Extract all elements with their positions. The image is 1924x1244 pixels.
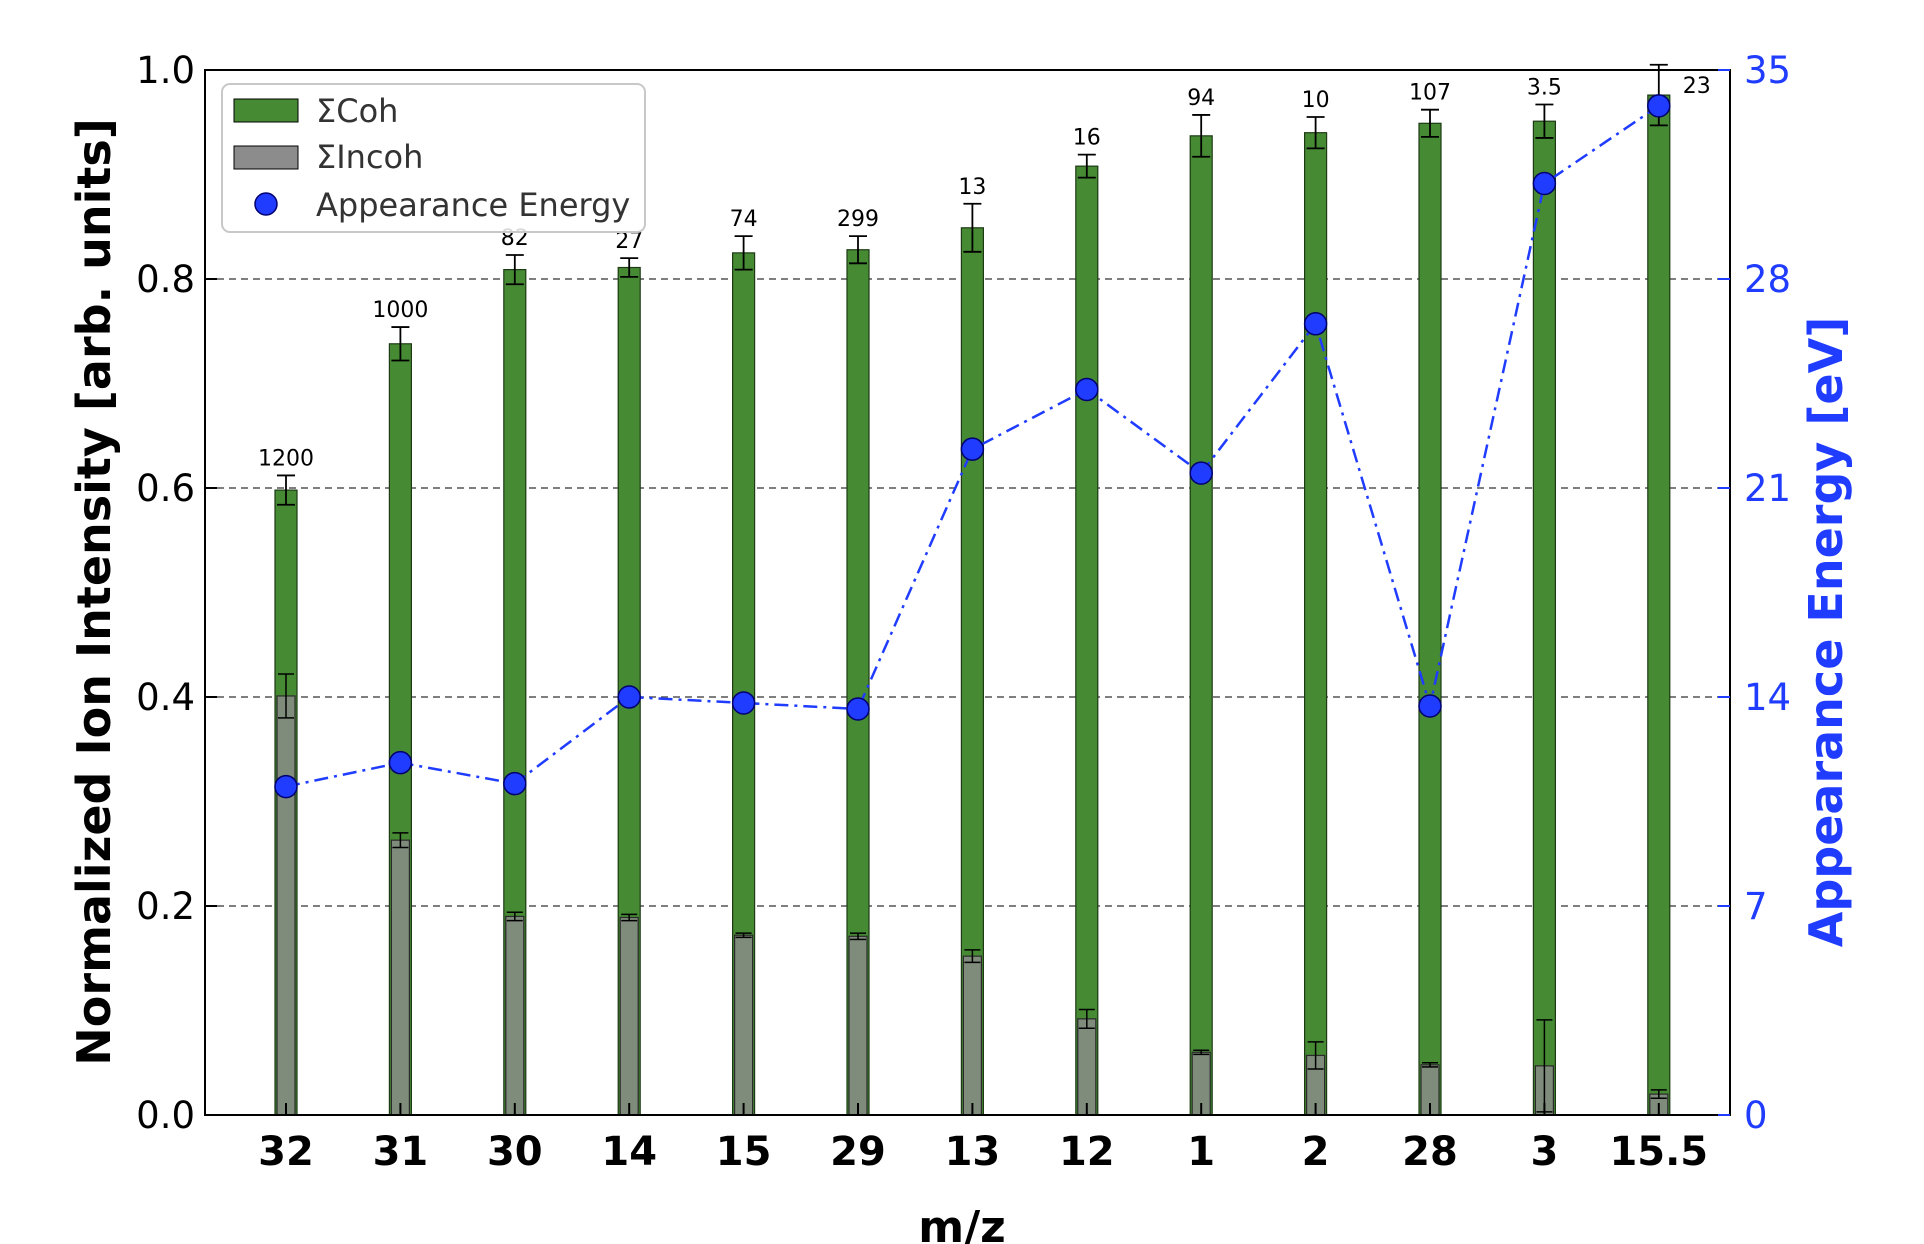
- y-tick-label: 0.2: [136, 885, 195, 928]
- x-tick-label: 14: [601, 1129, 657, 1175]
- bar-data-label: 1000: [372, 298, 428, 323]
- ae-point: [1303, 312, 1328, 336]
- x-tick-label: 3: [1530, 1129, 1558, 1175]
- x-tick-label: 32: [258, 1129, 314, 1175]
- legend-swatch-incoh: [233, 145, 299, 170]
- bar-data-label: 13: [958, 175, 986, 200]
- y-tick-label: 0.8: [136, 258, 195, 301]
- y-tick-label: 0.0: [136, 1094, 195, 1137]
- y-tick-label: 1.0: [136, 49, 195, 92]
- bar-data-label: 3.5: [1527, 75, 1562, 100]
- legend-label-incoh: ΣIncoh: [316, 138, 423, 176]
- y2-tick-label: 21: [1744, 467, 1791, 510]
- x-tick-label: 15.5: [1609, 1129, 1708, 1175]
- ae-point: [731, 691, 756, 715]
- bar-incoh: [390, 839, 410, 1116]
- bar-incoh: [619, 916, 639, 1116]
- x-axis-title: m/z: [918, 1202, 1006, 1244]
- bar-data-label: 16: [1073, 126, 1101, 151]
- bar-data-label: 1200: [258, 446, 314, 471]
- x-tick-label: 12: [1059, 1129, 1115, 1175]
- legend-marker-ae: [254, 192, 278, 216]
- bar-coh: [1075, 165, 1099, 1116]
- y-tick-label: 0.6: [136, 467, 195, 510]
- ae-point: [388, 750, 413, 775]
- bar-data-label: 107: [1409, 81, 1451, 106]
- y2-tick-label: 0: [1744, 1094, 1768, 1137]
- bar-data-label: 10: [1302, 88, 1330, 113]
- y2-tick-label: 28: [1744, 258, 1791, 301]
- appearance-energy-line: [274, 94, 1671, 799]
- x-tick-label: 30: [487, 1129, 543, 1175]
- bar-coh: [1532, 120, 1557, 1116]
- y-tick-label: 0.4: [136, 676, 195, 719]
- ae-point: [503, 771, 527, 796]
- ae-point: [846, 697, 870, 721]
- bar-incoh: [505, 915, 525, 1116]
- x-tick-label: 28: [1402, 1129, 1458, 1175]
- x-tick-label: 13: [945, 1129, 1001, 1175]
- bar-incoh: [276, 695, 296, 1116]
- bar-incoh: [962, 955, 983, 1116]
- bar-coh: [1647, 94, 1671, 1116]
- ae-point: [1532, 171, 1557, 196]
- plot-frame: [204, 69, 1731, 1116]
- x-tick-label: 29: [830, 1129, 886, 1175]
- bar-incoh: [1077, 1018, 1097, 1116]
- bar-coh: [1418, 122, 1442, 1116]
- bar-coh: [1189, 135, 1213, 1116]
- x-tick-label: 31: [373, 1129, 429, 1175]
- y-axis-title: Normalized Ion Intensity [arb. units]: [67, 118, 121, 1065]
- legend-label-coh: ΣCoh: [316, 92, 398, 130]
- ae-point: [960, 437, 985, 461]
- ae-point: [1189, 461, 1213, 485]
- ae-point: [1418, 694, 1442, 718]
- bar-data-label: 299: [837, 207, 879, 232]
- bar-data-label: 23: [1683, 74, 1711, 99]
- x-tick-label: 15: [716, 1129, 772, 1175]
- ae-point: [617, 685, 641, 709]
- x-tick-label: 2: [1302, 1129, 1330, 1175]
- legend-swatch-coh: [233, 98, 299, 123]
- ae-point: [1647, 94, 1671, 118]
- y2-tick-label: 35: [1744, 49, 1791, 92]
- x-tick-label: 1: [1187, 1129, 1215, 1175]
- bar-data-label: 94: [1187, 86, 1215, 111]
- bar-incoh: [848, 935, 868, 1116]
- legend-frame: [221, 83, 646, 233]
- y2-tick-label: 7: [1744, 885, 1768, 928]
- legend: ΣCoh ΣIncoh Appearance Energy: [221, 83, 646, 233]
- ae-point: [1075, 377, 1099, 402]
- bar-data-label: 27: [615, 229, 643, 254]
- bar-coh: [1303, 132, 1328, 1116]
- legend-label-ae: Appearance Energy: [316, 186, 630, 224]
- bar-incoh: [733, 934, 754, 1116]
- y2-tick-label: 14: [1744, 676, 1791, 719]
- bar-data-label: 74: [730, 207, 758, 232]
- y2-axis-title: Appearance Energy [eV]: [1799, 317, 1853, 947]
- ae-point: [274, 774, 298, 799]
